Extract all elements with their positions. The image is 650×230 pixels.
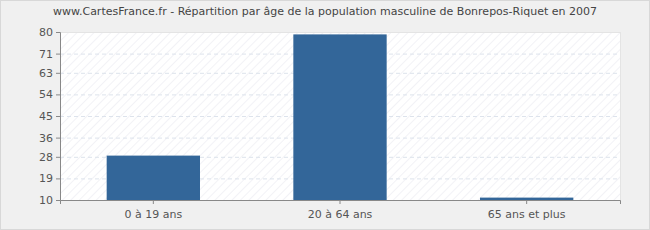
y-tick: 80 (39, 26, 60, 39)
bar (107, 156, 200, 200)
x-tick: 20 à 64 ans (308, 200, 373, 221)
y-tick-mark (56, 73, 60, 74)
bar (480, 198, 573, 200)
x-tick-label: 65 ans et plus (488, 208, 566, 221)
y-tick-label: 54 (39, 88, 53, 101)
y-tick-label: 28 (39, 151, 53, 164)
y-tick: 63 (39, 67, 60, 80)
y-tick: 10 (39, 194, 60, 207)
y-axis: 10 19 28 36 45 54 63 71 80 (39, 26, 61, 207)
x-tick: 65 ans et plus (488, 200, 566, 221)
y-tick-label: 10 (39, 194, 53, 207)
plot-area (60, 32, 620, 200)
y-tick-label: 80 (39, 26, 53, 39)
y-tick-mark (56, 32, 60, 33)
y-tick-mark (56, 200, 60, 201)
x-axis-line (61, 201, 621, 205)
chart: www.CartesFrance.fr - Répartition par âg… (0, 0, 650, 230)
y-tick-mark (56, 54, 60, 55)
y-tick-mark (56, 116, 60, 117)
bar (293, 34, 386, 200)
title: www.CartesFrance.fr - Répartition par âg… (53, 5, 597, 18)
y-tick: 36 (39, 132, 60, 145)
x-tick-label: 0 à 19 ans (124, 208, 182, 221)
plot-frame (61, 33, 621, 201)
y-tick-label: 71 (39, 48, 53, 61)
y-tick-label: 63 (39, 67, 53, 80)
y-tick: 71 (39, 48, 60, 61)
plot: 10 19 28 36 45 54 63 71 80 0 à 19 ans 20 à 64 ans 6… (39, 26, 621, 221)
y-tick-mark (56, 94, 60, 95)
y-tick-label: 19 (39, 172, 53, 185)
grid (60, 33, 620, 201)
y-tick: 19 (39, 172, 60, 185)
x-tick: 0 à 19 ans (124, 200, 182, 221)
y-tick-mark (56, 157, 60, 158)
y-tick-mark (56, 138, 60, 139)
x-axis: 0 à 19 ans 20 à 64 ans 65 ans et plus (61, 200, 621, 221)
bars (107, 34, 574, 200)
y-tick: 45 (39, 110, 60, 123)
y-tick: 54 (39, 88, 60, 101)
y-axis-line (56, 33, 61, 201)
y-tick-label: 36 (39, 132, 53, 145)
x-tick-mark (340, 200, 341, 204)
background (1, 1, 650, 230)
y-tick-mark (56, 178, 60, 179)
y-tick: 28 (39, 151, 60, 164)
x-tick-label: 20 à 64 ans (308, 208, 373, 221)
y-tick-label: 45 (39, 110, 53, 123)
x-tick-mark (526, 200, 527, 204)
x-tick-mark (153, 200, 154, 204)
